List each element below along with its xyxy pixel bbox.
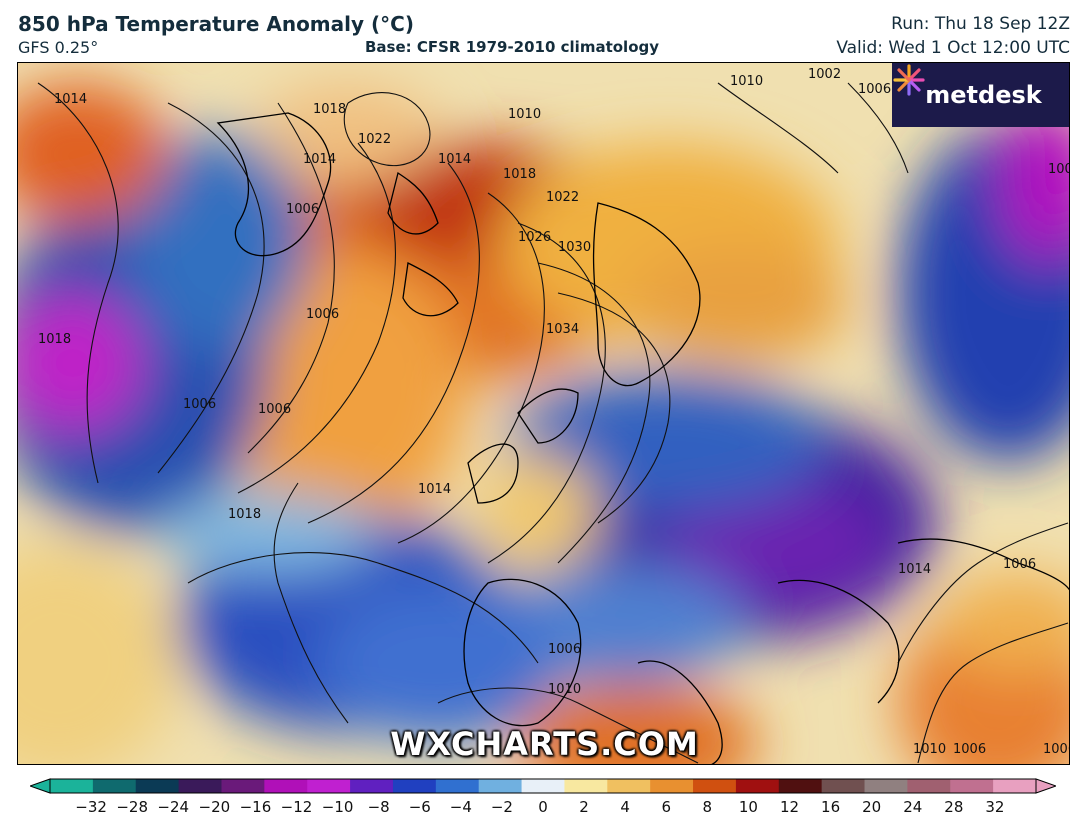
isobar-label: 1010 <box>508 107 541 122</box>
colorbar-tick-label: 24 <box>903 798 923 816</box>
colorbar-segment <box>307 779 351 793</box>
metdesk-logo: metdesk <box>892 63 1069 127</box>
coastlines <box>216 112 1069 764</box>
isobar-label: 1002 <box>808 67 841 82</box>
isobar-label: 1006 <box>258 402 291 417</box>
colorbar-tick-label: 28 <box>944 798 964 816</box>
isobar-label: 1010 <box>548 682 581 697</box>
run-time-label: Run: Thu 18 Sep 12Z <box>891 14 1070 34</box>
isobar-label: 1006 <box>953 742 986 757</box>
colorbar-tick-label: 0 <box>538 798 548 816</box>
metdesk-burst-icon <box>893 64 925 96</box>
colorbar-segment <box>564 779 608 793</box>
isobar-label: 1010 <box>913 742 946 757</box>
colorbar-segment <box>864 779 908 793</box>
colorbar-segment <box>821 779 866 793</box>
valid-time-label: Valid: Wed 1 Oct 12:00 UTC <box>836 38 1070 58</box>
map-panel: 1014 1018 1022 1014 1010 1006 1006 1014 … <box>17 62 1070 765</box>
colorbar-segment <box>993 779 1037 793</box>
colorbar-tick-label: 10 <box>738 798 758 816</box>
colorbar-tick-label: 20 <box>862 798 882 816</box>
colorbar-tick-label: 2 <box>579 798 589 816</box>
colorbar-extend-max <box>1035 778 1058 794</box>
colorbar-segment <box>435 779 480 793</box>
isobar-label: 1030 <box>558 240 591 255</box>
anomaly-field <box>18 83 1069 764</box>
logo-text: metdesk <box>925 81 1042 109</box>
colorbar-tick-label: 16 <box>821 798 841 816</box>
isobar-label: 1014 <box>898 562 931 577</box>
colorbar-tick-label: 6 <box>661 798 672 816</box>
chart-title: 850 hPa Temperature Anomaly (°C) <box>18 12 414 36</box>
colorbar-tick-label: 12 <box>779 798 800 816</box>
isobar-label: 1022 <box>358 132 391 147</box>
colorbar-tick-label: 32 <box>985 798 1005 816</box>
colorbar-segment <box>478 779 523 793</box>
isobar-label-group: 1014 1018 1022 1014 1010 1006 1006 1014 … <box>38 67 1070 757</box>
colorbar-segment <box>607 779 651 793</box>
colorbar-segment <box>521 779 565 793</box>
isobar-label: 1006 <box>548 642 581 657</box>
colorbar-segment <box>907 779 951 793</box>
isobar-label: 1006 <box>306 307 339 322</box>
watermark: WXCHARTS.COM <box>390 725 699 763</box>
colorbar-segment <box>735 779 780 793</box>
colorbar-extend-min <box>28 778 51 794</box>
isobar-label: 1022 <box>546 190 579 205</box>
colorbar-tick-label: −32 <box>75 798 107 816</box>
colorbar-strip <box>28 778 1058 794</box>
colorbar-segment <box>178 779 222 793</box>
isobar-label: 1018 <box>503 167 536 182</box>
colorbar-segment <box>350 779 394 793</box>
isobar-label: 1018 <box>38 332 71 347</box>
colorbar-tick-label: −28 <box>116 798 148 816</box>
isobar-lines <box>37 82 1069 764</box>
isobar-label: 1006 <box>858 82 891 97</box>
colorbar-tick-label: −20 <box>198 798 231 816</box>
isobar-label: 1006 <box>286 202 319 217</box>
isobar-label: 1018 <box>228 507 261 522</box>
isobar-label: 1014 <box>418 482 451 497</box>
isobar-label: 1006 <box>1048 162 1070 177</box>
isobar-label: 1014 <box>438 152 471 167</box>
climatology-base-label: Base: CFSR 1979-2010 climatology <box>365 38 660 56</box>
colorbar-tick-label: −16 <box>239 798 272 816</box>
isobar-label: 1006 <box>1043 742 1070 757</box>
colorbar-segment <box>650 779 694 793</box>
isobar-label: 1018 <box>313 102 346 117</box>
colorbar-tick-label: −12 <box>280 798 313 816</box>
colorbar-segment <box>50 779 94 793</box>
model-label: GFS 0.25° <box>18 38 99 57</box>
isobar-label: 1026 <box>518 230 551 245</box>
isobar-label: 1034 <box>546 322 579 337</box>
isobar-label: 1014 <box>303 152 336 167</box>
colorbar-tick-label: −24 <box>157 798 190 816</box>
isobar-label: 1006 <box>1003 557 1036 572</box>
colorbar-segment <box>221 779 265 793</box>
colorbar-tick-label: −8 <box>367 798 390 816</box>
colorbar-tick-label: −10 <box>321 798 354 816</box>
anomaly-map: 1014 1018 1022 1014 1010 1006 1006 1014 … <box>18 63 1070 764</box>
colorbar-segment <box>778 779 823 793</box>
colorbar-segment <box>135 779 180 793</box>
colorbar-segment <box>92 779 137 793</box>
colorbar-segment <box>950 779 994 793</box>
isobar-label: 1014 <box>54 92 87 107</box>
colorbar-frame <box>49 778 1037 794</box>
colorbar-tick-label: 8 <box>702 798 713 816</box>
colorbar-tick-label: −6 <box>408 798 431 816</box>
isobar-label: 1006 <box>183 397 216 412</box>
colorbar-segment <box>264 779 308 793</box>
colorbar-segment <box>392 779 437 793</box>
colorbar-tick-label: −2 <box>490 798 513 816</box>
colorbar: −32 −28 −24 −20 −16 −12 −10 −8 −6 −4 −2 0 2 4 6 8 10 12 16… <box>28 776 1058 828</box>
colorbar-tick-label: 4 <box>620 798 630 816</box>
isobar-label: 1010 <box>730 74 763 89</box>
colorbar-tick-label: −4 <box>449 798 472 816</box>
colorbar-segment <box>693 779 737 793</box>
